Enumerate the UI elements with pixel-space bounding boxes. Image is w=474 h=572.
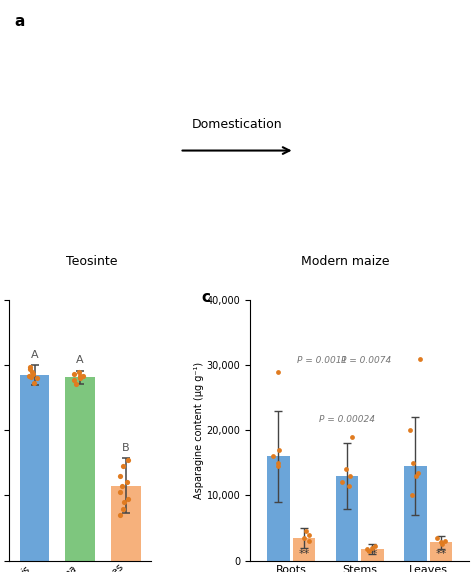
- Bar: [267, 456, 290, 561]
- Text: A: A: [76, 355, 84, 366]
- Point: [33, 374, 41, 383]
- Text: A: A: [31, 350, 38, 360]
- Bar: [20, 375, 49, 561]
- Point: [25, 371, 32, 380]
- Text: **: **: [367, 549, 378, 559]
- Point: [409, 458, 417, 467]
- Point: [302, 527, 310, 536]
- Point: [75, 367, 83, 376]
- Bar: [429, 542, 452, 561]
- Point: [437, 538, 445, 547]
- Text: P = 0.0011: P = 0.0011: [297, 356, 347, 366]
- Point: [116, 488, 124, 497]
- Point: [76, 374, 83, 383]
- Point: [348, 432, 356, 442]
- Point: [73, 379, 80, 388]
- Point: [414, 468, 422, 477]
- Text: **: **: [435, 549, 447, 559]
- Point: [439, 540, 447, 549]
- Point: [301, 533, 308, 542]
- Point: [117, 510, 124, 519]
- Y-axis label: Asparagine content (μg g⁻¹): Asparagine content (μg g⁻¹): [194, 362, 204, 499]
- Bar: [292, 538, 315, 561]
- Point: [119, 462, 127, 471]
- Point: [30, 378, 37, 387]
- Point: [29, 370, 36, 379]
- Point: [124, 455, 132, 464]
- Point: [305, 537, 313, 546]
- Point: [275, 446, 283, 455]
- Point: [346, 481, 353, 490]
- Bar: [111, 486, 141, 561]
- Point: [118, 481, 126, 490]
- Text: c: c: [202, 290, 211, 305]
- Bar: [336, 476, 358, 561]
- Point: [434, 534, 441, 543]
- Point: [76, 372, 84, 381]
- Point: [120, 498, 128, 507]
- Bar: [65, 377, 95, 561]
- Point: [406, 426, 414, 435]
- Text: P = 0.0074: P = 0.0074: [341, 356, 392, 366]
- Point: [274, 367, 282, 376]
- Point: [274, 462, 282, 471]
- Bar: [361, 549, 383, 561]
- Point: [346, 471, 354, 480]
- Point: [71, 370, 78, 379]
- Point: [416, 354, 424, 363]
- Text: B: B: [122, 443, 129, 453]
- Bar: [404, 466, 427, 561]
- Point: [26, 362, 34, 371]
- Point: [343, 465, 350, 474]
- Point: [28, 367, 36, 376]
- Point: [117, 471, 124, 480]
- Text: Teosinte: Teosinte: [66, 255, 118, 268]
- Text: P = 0.00024: P = 0.00024: [319, 415, 375, 424]
- Point: [123, 478, 131, 487]
- Point: [412, 471, 419, 480]
- Point: [338, 478, 346, 487]
- Point: [125, 494, 132, 503]
- Point: [371, 541, 379, 550]
- Point: [368, 543, 376, 552]
- Point: [27, 372, 35, 382]
- Point: [305, 530, 313, 539]
- Point: [441, 537, 449, 546]
- Text: a: a: [14, 14, 25, 29]
- Point: [270, 452, 277, 461]
- Text: Modern maize: Modern maize: [301, 255, 389, 268]
- Point: [363, 545, 371, 554]
- Point: [274, 458, 282, 467]
- Point: [27, 364, 34, 373]
- Point: [79, 371, 87, 380]
- Point: [408, 491, 416, 500]
- Text: Domestication: Domestication: [192, 118, 283, 132]
- Text: **: **: [298, 549, 310, 559]
- Point: [365, 546, 373, 555]
- Point: [119, 504, 127, 513]
- Point: [71, 375, 78, 384]
